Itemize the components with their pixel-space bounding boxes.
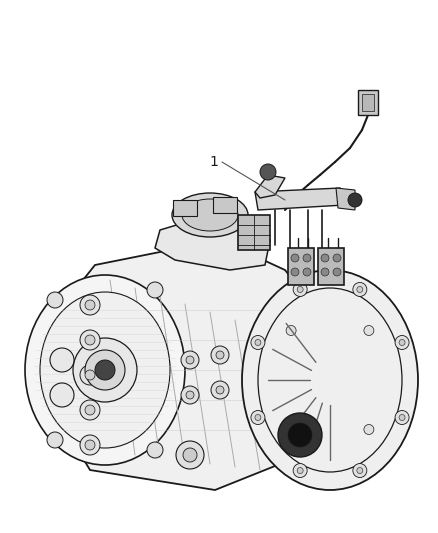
Circle shape [147,442,163,458]
Circle shape [321,268,329,276]
Circle shape [211,346,229,364]
Polygon shape [213,197,237,213]
Circle shape [260,164,276,180]
Circle shape [176,441,204,469]
Circle shape [297,467,303,473]
Circle shape [73,338,137,402]
Circle shape [50,348,74,372]
Circle shape [50,383,74,407]
Polygon shape [358,90,378,115]
Ellipse shape [172,193,248,237]
Circle shape [80,295,100,315]
Circle shape [291,268,299,276]
Circle shape [333,254,341,262]
Circle shape [47,432,63,448]
Circle shape [251,335,265,350]
Circle shape [85,350,125,390]
Circle shape [357,286,363,293]
Circle shape [286,326,296,335]
Polygon shape [362,94,374,111]
Polygon shape [173,200,197,216]
Circle shape [399,340,405,345]
Circle shape [147,282,163,298]
Circle shape [183,448,197,462]
Polygon shape [288,248,314,285]
Circle shape [348,193,362,207]
Ellipse shape [25,275,185,465]
Circle shape [286,424,296,434]
Circle shape [80,435,100,455]
Circle shape [395,410,409,424]
Polygon shape [255,188,345,210]
Polygon shape [75,240,305,490]
Circle shape [216,351,224,359]
Circle shape [95,360,115,380]
Circle shape [293,282,307,296]
Text: 1: 1 [209,155,218,169]
Circle shape [80,330,100,350]
Circle shape [85,335,95,345]
Circle shape [364,326,374,335]
Circle shape [186,356,194,364]
Polygon shape [318,248,344,285]
Ellipse shape [40,292,170,448]
Circle shape [211,381,229,399]
Circle shape [291,254,299,262]
Circle shape [181,386,199,404]
Circle shape [255,340,261,345]
Circle shape [399,415,405,421]
Ellipse shape [242,270,418,490]
Polygon shape [336,188,355,210]
Circle shape [186,391,194,399]
Circle shape [216,386,224,394]
Circle shape [353,282,367,296]
Circle shape [353,464,367,478]
Polygon shape [238,215,270,250]
Ellipse shape [288,423,312,447]
Circle shape [85,405,95,415]
Circle shape [321,254,329,262]
Ellipse shape [182,199,238,231]
Circle shape [395,335,409,350]
Circle shape [357,467,363,473]
Circle shape [255,415,261,421]
Ellipse shape [278,413,322,457]
Circle shape [303,254,311,262]
Circle shape [303,268,311,276]
Circle shape [85,370,95,380]
Circle shape [293,464,307,478]
Circle shape [251,410,265,424]
Circle shape [47,292,63,308]
Circle shape [80,365,100,385]
Circle shape [80,400,100,420]
Circle shape [85,440,95,450]
Polygon shape [155,215,270,270]
Circle shape [297,286,303,293]
Circle shape [85,300,95,310]
Circle shape [364,424,374,434]
Polygon shape [255,175,285,198]
Circle shape [181,351,199,369]
Circle shape [333,268,341,276]
